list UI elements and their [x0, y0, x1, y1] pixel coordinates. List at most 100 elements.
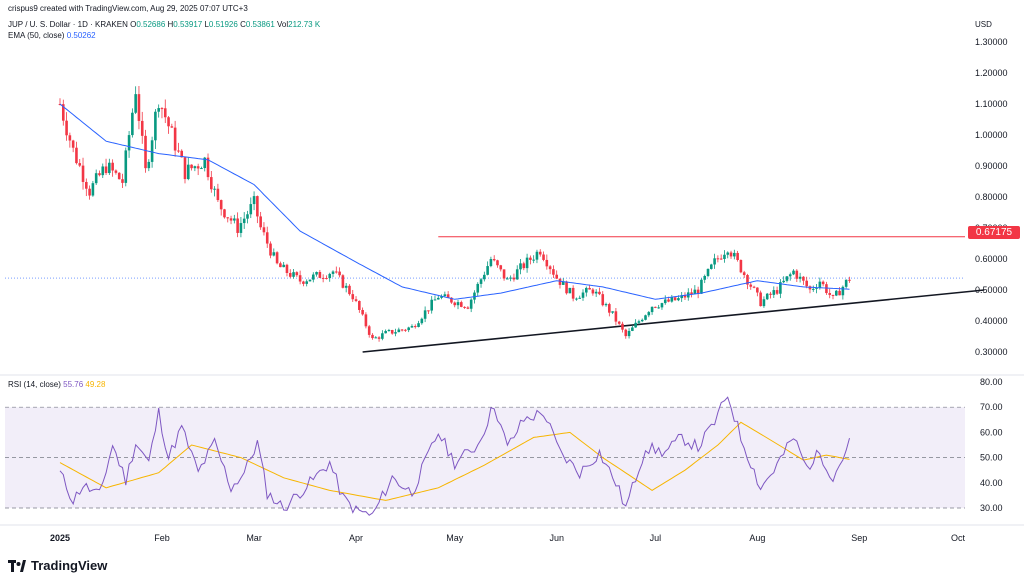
candle-body — [499, 265, 503, 270]
candle-body — [825, 284, 828, 294]
candle-body — [213, 188, 216, 190]
candle-body — [101, 166, 105, 176]
candle-body — [762, 299, 766, 307]
candle-body — [61, 104, 65, 121]
close-value: 0.53861 — [245, 20, 275, 29]
candle-body — [802, 276, 805, 281]
low-value: 0.51926 — [208, 20, 238, 29]
candle-body — [496, 260, 499, 266]
candle-body — [848, 279, 851, 281]
candle-body — [351, 294, 355, 300]
candle-body — [746, 275, 749, 285]
candle-body — [154, 111, 157, 141]
candle-body — [298, 275, 302, 282]
candle-body — [631, 327, 634, 331]
rsi-ma-line — [59, 421, 850, 501]
candle-body — [134, 94, 137, 113]
tradingview-logo-icon — [8, 559, 26, 572]
candle-body — [795, 270, 799, 279]
candle-body — [509, 277, 512, 279]
axes: 1.30000 1.20000 1.10000 1.00000 0.90000 0.800… — [50, 37, 1008, 543]
candle-body — [233, 218, 236, 221]
candle-body — [779, 282, 782, 294]
candle-body — [423, 310, 427, 319]
candle-body — [354, 299, 358, 301]
candle-body — [377, 337, 381, 339]
candle-body — [726, 252, 730, 255]
candle-body — [98, 173, 101, 176]
candle-body — [229, 218, 233, 221]
candle-body — [542, 254, 545, 260]
candle-body — [529, 257, 532, 260]
candle-body — [756, 287, 759, 293]
candle-body — [256, 196, 259, 217]
candle-body — [246, 214, 249, 219]
open-label: O — [130, 20, 137, 29]
candle-body — [364, 314, 368, 327]
candle-body — [469, 299, 473, 309]
ascending-support-line — [362, 289, 985, 353]
tradingview-logo[interactable]: TradingView — [8, 558, 107, 573]
candle-body — [433, 299, 437, 301]
rsi-tick-label: 40.00 — [980, 478, 1003, 488]
price-tick-label: 0.40000 — [975, 316, 1008, 326]
candle-body — [335, 271, 338, 273]
candle-body — [670, 297, 674, 302]
x-tick-label: Sep — [851, 533, 867, 543]
candle-body — [667, 299, 670, 302]
candle-body — [341, 275, 345, 288]
candle-body — [216, 188, 220, 201]
candle-body — [532, 259, 535, 261]
candle-body — [841, 286, 845, 296]
logo-text: TradingView — [31, 558, 108, 573]
candle-body — [624, 329, 628, 337]
candle-body — [88, 188, 91, 196]
candle-body — [765, 293, 769, 300]
candle-body — [828, 293, 832, 295]
candle-body — [170, 126, 174, 128]
candle-body — [282, 264, 285, 268]
rsi-ma-value: 49.28 — [85, 380, 106, 389]
candle-body — [535, 251, 539, 260]
candle-body — [265, 232, 269, 244]
candle-body — [259, 216, 262, 228]
rsi-tick-label: 60.00 — [980, 427, 1003, 437]
ema-label: EMA (50, close) — [8, 31, 65, 40]
candle-body — [305, 281, 309, 284]
candle-body — [775, 290, 779, 294]
candle-body — [844, 279, 848, 287]
candle-body — [292, 272, 295, 277]
candle-body — [348, 285, 351, 295]
candle-body — [575, 298, 578, 300]
candle-body — [663, 299, 667, 304]
candle-body — [723, 254, 726, 259]
x-tick-label: 2025 — [50, 533, 70, 543]
candle-body — [815, 287, 818, 289]
candle-body — [601, 294, 605, 306]
candle-body — [821, 281, 825, 285]
candle-body — [456, 302, 460, 306]
ema-legend[interactable]: EMA (50, close) 0.50262 — [8, 31, 96, 41]
rsi-legend[interactable]: RSI (14, close) 55.76 49.28 — [8, 380, 105, 390]
candle-body — [157, 108, 160, 112]
candle-body — [608, 304, 611, 313]
candle-body — [338, 271, 341, 276]
candle-body — [223, 209, 226, 218]
rsi-label: RSI (14, close) — [8, 380, 61, 389]
candle-body — [713, 258, 716, 265]
candle-body — [193, 166, 197, 169]
candle-body — [515, 269, 519, 280]
candle-body — [117, 172, 121, 180]
candle-body — [604, 304, 608, 306]
candle-body — [308, 279, 312, 282]
candle-body — [410, 326, 414, 328]
candle-body — [555, 274, 558, 279]
candle-body — [242, 218, 246, 224]
price-tick-label: 1.20000 — [975, 68, 1008, 78]
candle-body — [552, 269, 555, 275]
candle-body — [407, 327, 410, 331]
candle-body — [279, 263, 282, 268]
candle-body — [703, 275, 707, 280]
candle-body — [709, 264, 713, 269]
